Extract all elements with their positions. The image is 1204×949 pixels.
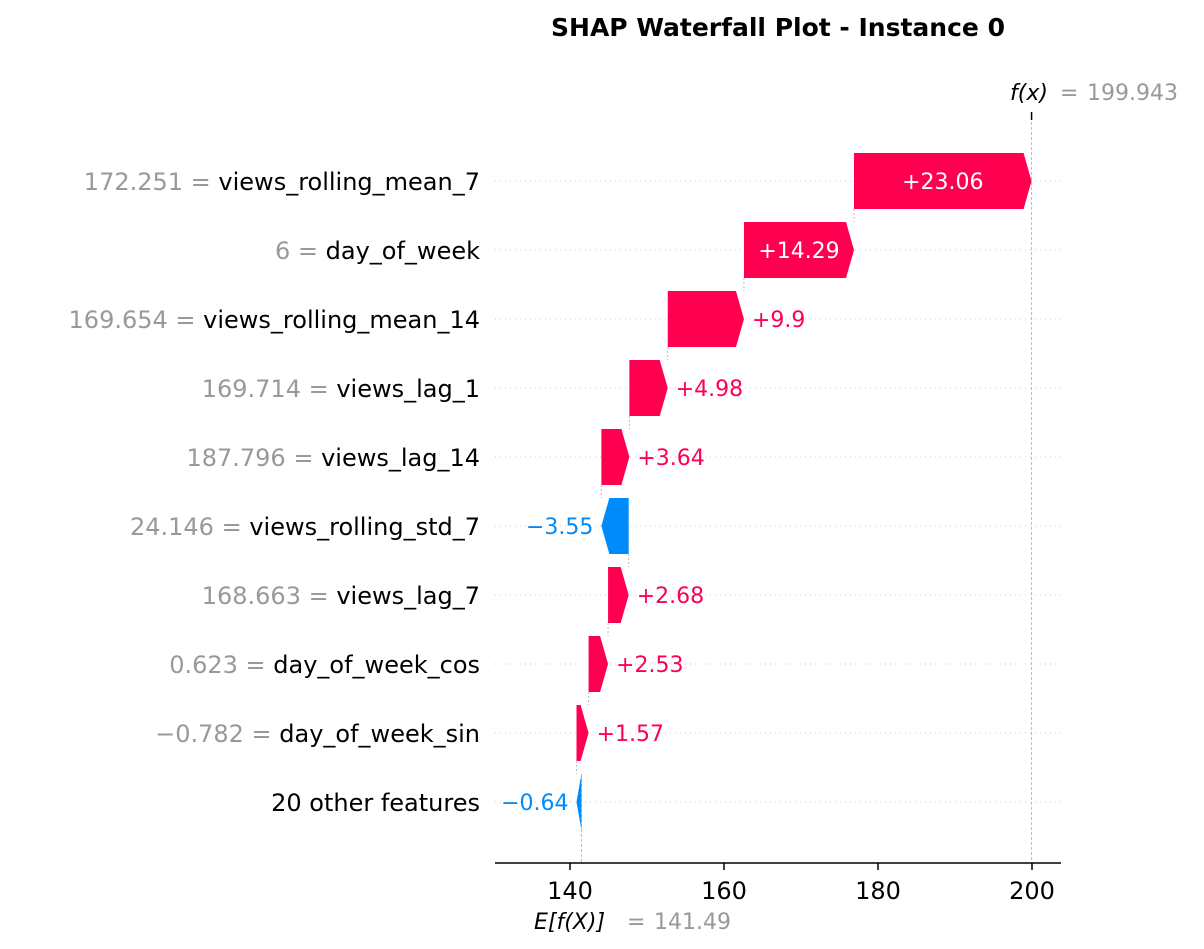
feature-label: 168.663 = views_lag_7 <box>202 582 480 610</box>
chart-title: SHAP Waterfall Plot - Instance 0 <box>551 13 1005 42</box>
bar-value-label: +23.06 <box>902 170 983 195</box>
ef-symbol: E[f(X)] <box>534 910 605 935</box>
feature-name: 20 other features <box>271 789 480 817</box>
shap-bar <box>743 222 854 278</box>
feature-label: 0.623 = day_of_week_cos <box>169 651 480 679</box>
feature-value: 168.663 <box>202 582 301 610</box>
feature-value: 6 <box>275 237 290 265</box>
x-tick-label: 200 <box>1009 877 1055 905</box>
fx-label: f(x) = 199.943 <box>1010 81 1178 106</box>
feature-equals: = <box>214 513 249 541</box>
bar-value-label: +2.53 <box>616 653 683 678</box>
ef-value: 141.49 <box>654 910 731 935</box>
feature-name: views_lag_7 <box>336 582 480 610</box>
feature-name: views_lag_14 <box>321 444 480 472</box>
feature-equals: = <box>244 720 279 748</box>
bar-value-label: +3.64 <box>637 446 704 471</box>
ef-equals: = <box>627 910 645 935</box>
feature-labels: 172.251 = views_rolling_mean_7 6 = day_of… <box>69 168 481 817</box>
feature-equals: = <box>168 306 203 334</box>
feature-value: 169.654 <box>69 306 168 334</box>
bars <box>576 153 1032 830</box>
bar-value-label: +2.68 <box>637 584 704 609</box>
bar-value-label: +1.57 <box>597 722 664 747</box>
x-tick-label: 140 <box>547 877 593 905</box>
shap-bar <box>576 705 589 761</box>
expected-value-label: E[f(X)] = 141.49 <box>534 910 731 935</box>
fx-value: 199.943 <box>1087 81 1178 106</box>
feature-name: day_of_week_sin <box>279 720 480 748</box>
feature-name: views_rolling_std_7 <box>249 513 480 541</box>
feature-equals: = <box>183 168 218 196</box>
bar-value-label: +14.29 <box>758 239 839 264</box>
feature-equals: = <box>301 582 336 610</box>
feature-value: 24.146 <box>130 513 214 541</box>
shap-bar <box>601 498 629 554</box>
shap-bar <box>588 636 609 692</box>
feature-value: 0.623 <box>169 651 238 679</box>
feature-name: views_rolling_mean_7 <box>218 168 480 196</box>
feature-equals: = <box>290 237 325 265</box>
feature-name: views_rolling_mean_14 <box>203 306 480 334</box>
feature-label: 6 = day_of_week <box>275 237 480 265</box>
shap-bar <box>601 429 630 485</box>
feature-name: day_of_week_cos <box>273 651 480 679</box>
shap-bar <box>853 153 1032 209</box>
bar-value-label: −3.55 <box>526 515 593 540</box>
shap-bar <box>629 360 668 416</box>
bar-value-labels: +23.06 +14.29 +9.9 +4.98 +3.64 −3.55 +2.68 +2.5… <box>501 170 983 816</box>
feature-label: 169.714 = views_lag_1 <box>202 375 480 403</box>
feature-label: 172.251 = views_rolling_mean_7 <box>84 168 480 196</box>
bar-value-label: +4.98 <box>676 377 743 402</box>
feature-name: views_lag_1 <box>336 375 480 403</box>
feature-name: day_of_week <box>326 237 480 265</box>
fx-equals: = <box>1060 81 1078 106</box>
reference-lines <box>580 112 1033 863</box>
x-tick-label: 180 <box>855 877 901 905</box>
feature-value: 172.251 <box>84 168 183 196</box>
shap-bar <box>667 291 744 347</box>
feature-equals: = <box>286 444 321 472</box>
bar-value-label: −0.64 <box>501 791 568 816</box>
feature-value: 169.714 <box>202 375 301 403</box>
feature-equals: = <box>301 375 336 403</box>
feature-label: 187.796 = views_lag_14 <box>186 444 480 472</box>
feature-value: 187.796 <box>186 444 285 472</box>
shap-bar <box>608 567 629 623</box>
shap-bar <box>576 774 582 830</box>
feature-equals: = <box>238 651 273 679</box>
bar-value-label: +9.9 <box>752 308 805 333</box>
x-tick-label: 160 <box>701 877 747 905</box>
x-axis-ticks: 140 160 180 200 <box>547 863 1055 905</box>
fx-symbol: f(x) <box>1010 81 1048 106</box>
feature-value: −0.782 <box>155 720 244 748</box>
feature-label: −0.782 = day_of_week_sin <box>155 720 480 748</box>
feature-label: 24.146 = views_rolling_std_7 <box>130 513 480 541</box>
feature-label: 169.654 = views_rolling_mean_14 <box>69 306 480 334</box>
feature-label: 20 other features <box>271 789 480 817</box>
